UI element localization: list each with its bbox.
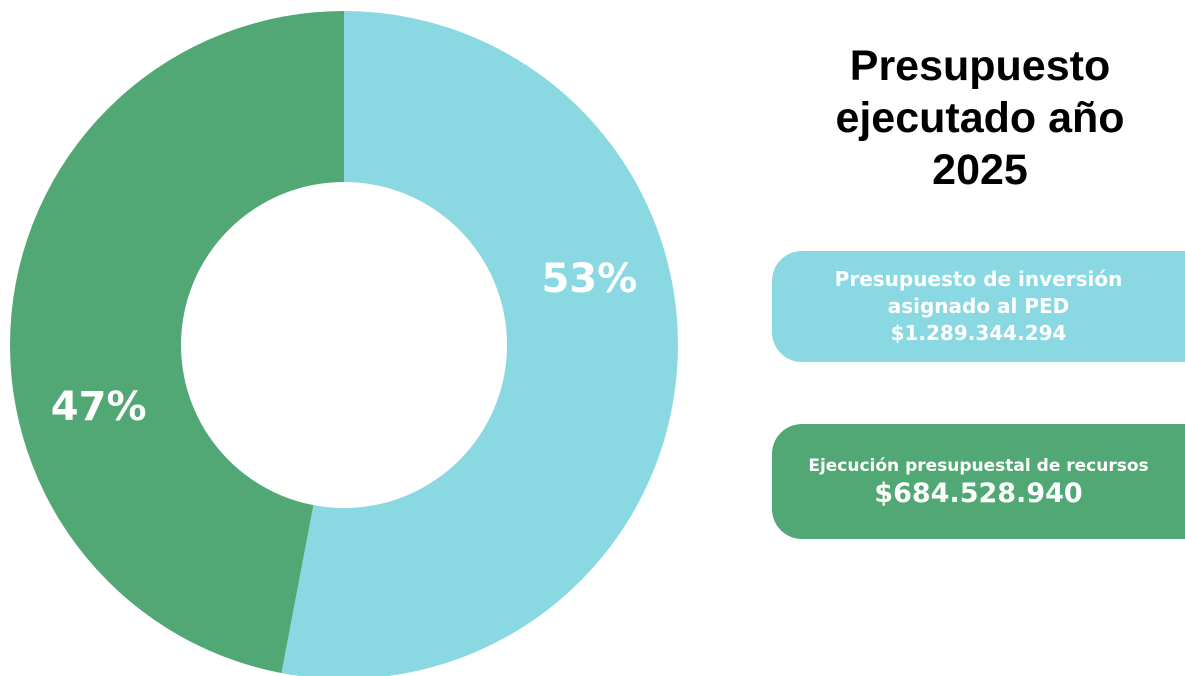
donut-chart: 53% 47% xyxy=(10,11,678,676)
donut-slice-label-2: 47% xyxy=(51,384,147,430)
executed-budget-value: $684.528.940 xyxy=(874,477,1083,509)
donut-hole xyxy=(181,182,507,508)
assigned-budget-label-line-2: asignado al PED xyxy=(887,294,1070,318)
title-line-2: ejecutado año xyxy=(835,94,1125,142)
chart-title: Presupuesto ejecutado año 2025 xyxy=(780,40,1180,196)
donut-slice-2 xyxy=(10,11,345,674)
title-line-3: 2025 xyxy=(932,146,1028,194)
executed-budget-label: Ejecución presupuestal de recursos xyxy=(808,455,1149,476)
assigned-budget-value: $1.289.344.294 xyxy=(890,321,1067,345)
assigned-budget-card: Presupuesto de inversión asignado al PED… xyxy=(772,251,1185,362)
executed-budget-card: Ejecución presupuestal de recursos $684.… xyxy=(772,424,1185,539)
title-line-1: Presupuesto xyxy=(849,42,1111,90)
assigned-budget-label-line-1: Presupuesto de inversión xyxy=(834,267,1123,291)
donut-slice-label-1: 53% xyxy=(541,256,637,302)
